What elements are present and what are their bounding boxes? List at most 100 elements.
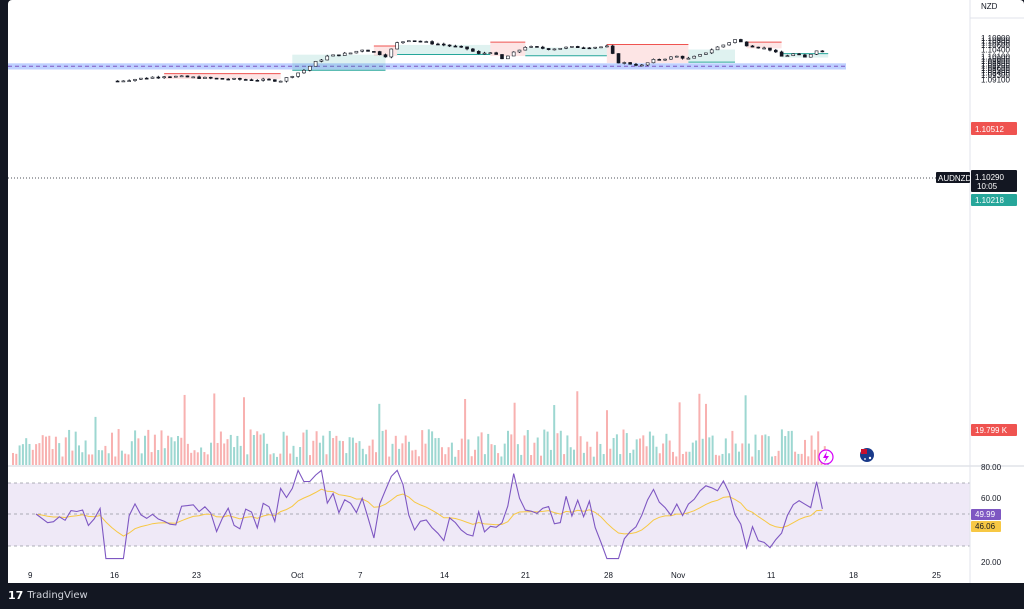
volume-bar	[45, 436, 47, 465]
volume-bar	[101, 450, 104, 465]
volume-bar	[160, 430, 163, 465]
supertrend-fill	[606, 44, 689, 63]
volume-bar	[691, 442, 694, 465]
candle-body	[558, 48, 563, 50]
price-tick-label: 1.09400	[981, 69, 1010, 78]
volume-bar	[203, 452, 206, 465]
candle-body	[721, 44, 726, 48]
volume-bar	[480, 432, 483, 465]
volume-bar	[721, 453, 724, 465]
candle-body	[779, 51, 784, 57]
volume-bar	[549, 449, 552, 465]
rsi-tick-label: 20.00	[981, 558, 1002, 567]
volume-bar	[665, 433, 668, 465]
time-tick-label: Nov	[671, 571, 685, 580]
price-tick-label: 1.09900	[981, 57, 1010, 66]
volume-bar	[787, 431, 790, 465]
brand-label: TradingView	[27, 590, 88, 601]
currency-label: NZD	[981, 2, 998, 11]
volume-bar	[520, 454, 523, 465]
volume-bar	[817, 431, 820, 465]
volume-bar	[94, 416, 97, 465]
time-tick-label: 9	[28, 571, 33, 580]
volume-bar	[470, 456, 473, 465]
candle-body	[744, 41, 749, 47]
candle-body	[535, 46, 539, 48]
candle-body	[494, 52, 498, 55]
volume-bar	[408, 441, 410, 465]
candle-body	[337, 54, 341, 57]
volume-bar	[18, 445, 21, 465]
candle-body	[197, 76, 201, 79]
volume-bar	[764, 434, 767, 465]
volume-bar	[292, 445, 295, 465]
volume-bar	[78, 445, 80, 465]
volume-bar	[642, 435, 645, 465]
lightning-icon[interactable]	[818, 449, 834, 465]
chart-panel[interactable]: 1.10900 1.10800 1.10700 1.10600 1.10400 1.101…	[8, 0, 1024, 583]
candle-body	[581, 47, 586, 49]
volume-bar	[427, 429, 430, 465]
volume-bar	[794, 451, 797, 465]
volume-bar	[312, 440, 315, 465]
volume-bar	[206, 454, 209, 465]
volume-bar	[526, 430, 529, 465]
volume-bar	[394, 435, 397, 465]
volume-bar	[800, 453, 803, 465]
volume-bar	[401, 443, 404, 465]
volume-bar	[256, 431, 259, 465]
candle-body	[372, 51, 376, 53]
candle-body	[511, 51, 516, 57]
volume-bar	[810, 435, 813, 465]
candle-body	[500, 54, 504, 60]
candle-body	[517, 49, 522, 53]
candle-body	[564, 46, 568, 49]
candle-body	[325, 55, 330, 61]
volume-bar	[388, 456, 391, 465]
supertrend-fill	[164, 73, 281, 79]
volume-bar	[513, 402, 516, 465]
volume-bar	[784, 436, 787, 465]
volume-bar	[68, 429, 71, 465]
candle-body	[383, 54, 388, 58]
volume-bar	[751, 456, 754, 465]
chart-canvas[interactable]: 1.109001.108001.107001.106001.104001.101…	[8, 0, 1024, 583]
volume-bar	[196, 452, 199, 465]
volume-bar	[602, 454, 605, 465]
price-tick-label: 1.10900	[981, 34, 1010, 43]
candle-body	[715, 46, 720, 51]
rsi-value-tag: 49.99	[971, 509, 1001, 520]
candle-body	[354, 50, 359, 54]
volume-bar	[734, 443, 737, 465]
volume-bar	[322, 435, 325, 465]
flag-au-icon[interactable]	[860, 448, 874, 462]
volume-bar	[790, 430, 793, 465]
candle-body	[698, 54, 702, 57]
candle-body	[768, 47, 772, 51]
volume-bar	[615, 434, 618, 465]
candle-body	[587, 47, 592, 50]
volume-bar	[431, 431, 434, 465]
supertrend-fill	[525, 47, 607, 56]
candle-body	[243, 79, 248, 81]
candle-body	[797, 53, 801, 56]
price-tick-label: 1.09600	[981, 64, 1010, 73]
volume-bar	[695, 440, 698, 465]
candle-body	[523, 46, 528, 51]
volume-bar	[12, 452, 14, 465]
volume-bar	[81, 452, 84, 465]
volume-bar	[474, 449, 476, 465]
volume-bar	[361, 448, 364, 465]
candle-body	[418, 40, 423, 43]
candle-body	[377, 51, 382, 55]
volume-bar	[335, 435, 338, 465]
volume-bar	[718, 455, 721, 465]
candle-body	[441, 43, 446, 46]
volume-bar	[444, 454, 447, 465]
volume-bar	[173, 441, 176, 465]
candle-body	[238, 78, 242, 80]
tradingview-brand[interactable]: 17 TradingView	[8, 589, 88, 602]
candle-body	[546, 48, 551, 50]
candle-body	[302, 69, 306, 74]
